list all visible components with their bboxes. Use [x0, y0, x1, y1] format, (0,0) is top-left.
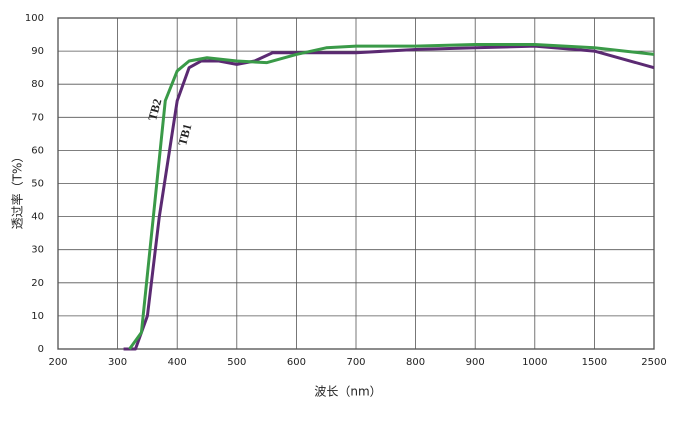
y-tick-label: 30 [31, 245, 44, 256]
y-tick-label: 10 [31, 311, 44, 322]
y-tick-label: 20 [31, 278, 44, 289]
y-tick-label: 50 [31, 179, 44, 190]
series-label: TB1 [175, 122, 194, 147]
x-tick-label: 900 [466, 357, 485, 368]
y-tick-label: 80 [31, 79, 44, 90]
y-tick-label: 70 [31, 112, 44, 123]
y-tick-label: 90 [31, 46, 44, 57]
x-tick-label: 1500 [582, 357, 607, 368]
x-tick-label: 1000 [522, 357, 547, 368]
series-line [128, 42, 655, 350]
y-tick-label: 60 [31, 145, 44, 156]
x-tick-label: 500 [227, 357, 246, 368]
x-tick-label: 800 [406, 357, 425, 368]
series-label: TB2 [145, 97, 164, 122]
y-tick-label: 0 [38, 344, 44, 355]
x-tick-label: 400 [168, 357, 187, 368]
x-tick-label: 700 [346, 357, 365, 368]
x-tick-label: 300 [108, 357, 127, 368]
x-tick-label: 200 [48, 357, 67, 368]
x-axis-label: 波长（nm） [314, 385, 381, 399]
x-tick-label: 2500 [641, 357, 666, 368]
y-tick-label: 100 [25, 13, 44, 24]
y-tick-label: 40 [31, 212, 44, 223]
x-tick-label: 600 [287, 357, 306, 368]
y-axis-label: 透过率（T%） [10, 151, 25, 230]
